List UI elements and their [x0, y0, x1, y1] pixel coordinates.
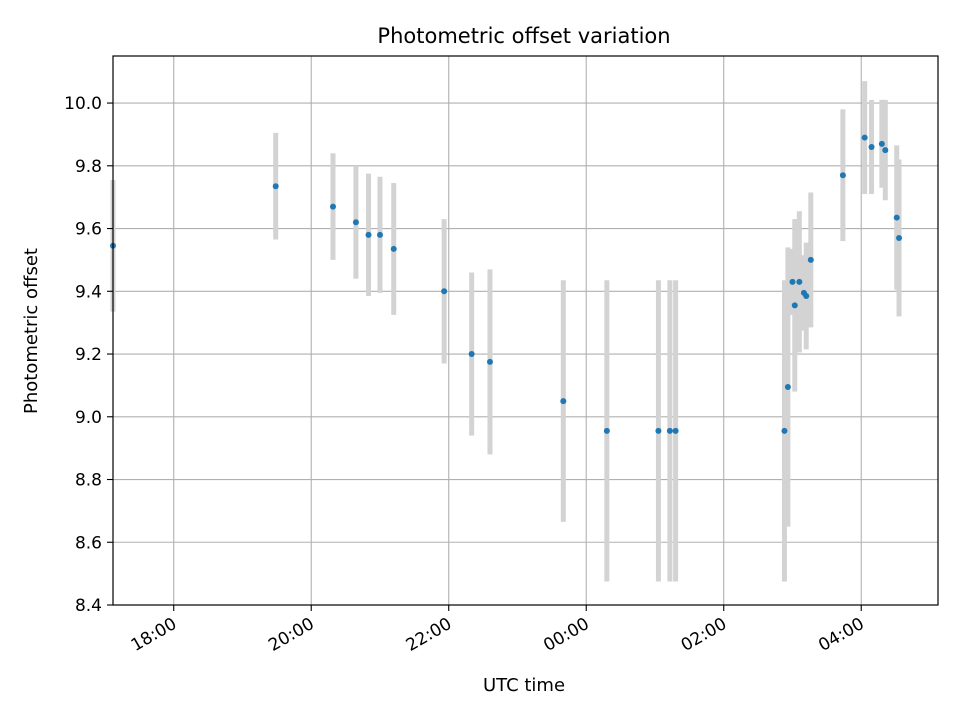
data-point: [839, 172, 846, 179]
data-point: [352, 219, 359, 226]
data-point: [330, 203, 336, 210]
data-point: [655, 427, 662, 434]
data-point: [390, 245, 397, 252]
data-point: [796, 278, 803, 285]
y-tick-label: 9.4: [75, 282, 102, 302]
data-point: [878, 140, 885, 147]
data-point: [441, 288, 448, 295]
x-tick-label: 00:00: [540, 614, 592, 656]
data-point: [803, 292, 810, 299]
data-points: [110, 134, 903, 434]
data-point: [672, 427, 679, 434]
data-point: [882, 147, 889, 154]
x-axis-ticks: 18:00 20:00 22:00 00:00 02:00 04:00: [128, 605, 868, 656]
y-axis-ticks: 8.4 8.6 8.8 9.0 9.2 9.4 9.6 9.8 10.0: [64, 94, 113, 616]
x-tick-label: 02:00: [678, 614, 730, 656]
y-axis-label: Photometric offset: [21, 248, 42, 414]
data-point: [784, 383, 791, 390]
data-point: [365, 231, 372, 238]
y-tick-label: 9.2: [75, 345, 102, 365]
x-tick-label: 22:00: [403, 614, 455, 656]
data-point: [791, 302, 798, 309]
error-bars: [110, 81, 902, 582]
y-tick-label: 9.8: [75, 157, 102, 177]
data-point: [603, 427, 610, 434]
data-point: [560, 398, 567, 405]
x-axis-label: UTC time: [483, 675, 565, 696]
y-tick-label: 8.6: [75, 533, 102, 553]
plot-frame: [112, 55, 939, 606]
data-point: [807, 256, 814, 263]
chart-title: Photometric offset variation: [377, 24, 670, 48]
data-point: [781, 427, 788, 434]
data-point: [789, 278, 796, 285]
x-tick-label: 18:00: [128, 614, 180, 656]
y-tick-label: 8.8: [75, 471, 102, 491]
grid: [113, 56, 938, 606]
data-point: [666, 427, 673, 434]
data-point: [272, 183, 279, 190]
data-point: [486, 358, 493, 365]
y-tick-label: 9.0: [75, 408, 102, 428]
data-point: [868, 143, 875, 150]
data-point: [896, 234, 903, 241]
data-point: [893, 214, 900, 221]
data-point: [376, 231, 383, 238]
data-point: [468, 351, 475, 358]
y-tick-label: 10.0: [64, 94, 102, 114]
x-tick-label: 04:00: [815, 614, 867, 656]
y-tick-label: 8.4: [75, 596, 102, 616]
x-tick-label: 20:00: [265, 614, 317, 656]
y-tick-label: 9.6: [75, 220, 102, 240]
data-point: [861, 134, 868, 141]
